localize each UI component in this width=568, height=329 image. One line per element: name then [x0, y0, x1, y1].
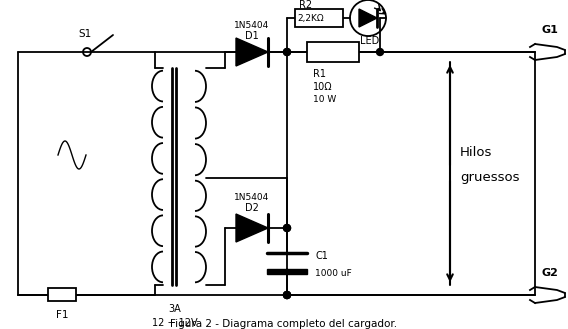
Text: 10 W: 10 W: [313, 94, 336, 104]
Polygon shape: [236, 214, 268, 242]
Text: 12 + 12V: 12 + 12V: [152, 318, 198, 328]
Text: D1: D1: [245, 31, 259, 41]
Text: S1: S1: [78, 29, 91, 39]
FancyBboxPatch shape: [295, 9, 343, 27]
Text: 3A: 3A: [169, 304, 181, 314]
Circle shape: [283, 48, 290, 56]
FancyBboxPatch shape: [307, 42, 359, 62]
Text: 10Ω: 10Ω: [313, 82, 333, 92]
Text: R2: R2: [299, 0, 312, 10]
FancyBboxPatch shape: [48, 288, 76, 301]
Text: Hilos: Hilos: [460, 146, 492, 160]
Text: LED: LED: [360, 36, 379, 46]
Circle shape: [283, 224, 290, 232]
Text: F1: F1: [56, 310, 68, 320]
Text: 1N5404: 1N5404: [235, 20, 270, 30]
Text: 2,2KΩ: 2,2KΩ: [297, 14, 324, 23]
Text: C1: C1: [315, 251, 328, 261]
Text: gruessos: gruessos: [460, 171, 520, 185]
Circle shape: [283, 48, 290, 56]
Text: D2: D2: [245, 203, 259, 213]
Circle shape: [283, 291, 290, 298]
Circle shape: [283, 224, 290, 232]
FancyBboxPatch shape: [267, 269, 307, 274]
Circle shape: [377, 48, 383, 56]
Polygon shape: [236, 38, 268, 66]
Text: G2: G2: [541, 268, 558, 278]
Circle shape: [283, 291, 290, 298]
Text: R1: R1: [313, 69, 326, 79]
Text: 1N5404: 1N5404: [235, 192, 270, 201]
Polygon shape: [359, 9, 377, 27]
Text: G1: G1: [541, 25, 558, 35]
Text: Figura 2 - Diagrama completo del cargador.: Figura 2 - Diagrama completo del cargado…: [170, 319, 398, 329]
Text: 1000 uF: 1000 uF: [315, 268, 352, 277]
Circle shape: [283, 291, 290, 298]
